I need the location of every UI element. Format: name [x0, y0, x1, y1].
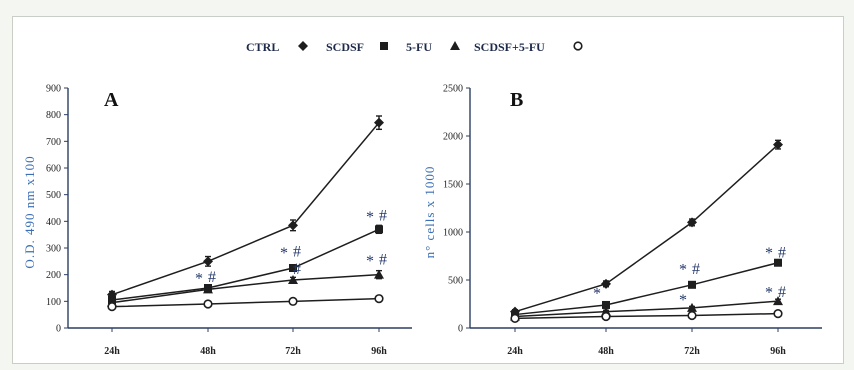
significance-mark: * — [593, 285, 601, 302]
y-axis-label: n° cells x 1000 — [422, 166, 437, 259]
data-point-scdsf-5-fu — [601, 311, 611, 322]
x-tick-label: 24h — [507, 346, 523, 357]
x-tick-label: 48h — [598, 346, 614, 357]
legend-marker-square-icon — [380, 42, 388, 50]
significance-mark: # — [208, 269, 216, 286]
y-tick-label: 0 — [458, 324, 463, 335]
significance-mark: # — [293, 261, 301, 278]
data-point-scdsf-5-fu — [773, 309, 783, 319]
y-tick-label: 700 — [46, 137, 61, 148]
data-point-scdsf — [602, 300, 610, 309]
y-tick-label: 2000 — [443, 132, 463, 143]
data-point-ctrl — [288, 220, 298, 231]
data-point-scdsf-5-fu — [510, 313, 520, 324]
significance-mark: * — [679, 261, 687, 278]
y-tick-label: 900 — [46, 84, 61, 95]
data-point-scdsf — [688, 280, 696, 289]
series-line-scdsf-5-fu — [111, 297, 380, 308]
significance-mark: * — [765, 285, 773, 302]
significance-mark: * — [195, 270, 203, 287]
y-tick-label: 800 — [46, 110, 61, 121]
series-line-ctrl — [514, 144, 779, 313]
significance-mark: * — [765, 245, 773, 262]
data-point-scdsf-5-fu — [374, 294, 384, 304]
data-point-scdsf-5-fu — [687, 310, 697, 321]
y-tick-label: 200 — [46, 270, 61, 281]
significance-mark: * — [280, 245, 288, 262]
significance-mark: # — [692, 261, 700, 278]
x-tick-label: 48h — [200, 346, 216, 357]
significance-mark: # — [293, 244, 301, 261]
significance-mark: # — [379, 252, 387, 269]
y-tick-label: 400 — [46, 217, 61, 228]
data-point-ctrl — [773, 139, 783, 150]
panel-a: 0 100 200 300 400 500 600 700 800 900 24h 48h 72h 96h… — [22, 84, 412, 357]
legend-label-scdsf: SCDSF — [326, 40, 364, 54]
y-tick-label: 500 — [46, 190, 61, 201]
y-tick-label: 300 — [46, 244, 61, 255]
data-point-5-fu — [687, 302, 697, 312]
data-point-5-fu — [374, 269, 384, 279]
panel-b: 0 500 1000 1500 2000 2500 24h 48h 72h 96h n° cells… — [422, 84, 822, 357]
legend-marker-triangle-icon — [450, 41, 460, 50]
significance-mark: * — [366, 209, 374, 226]
data-point-ctrl — [374, 117, 384, 128]
data-point-ctrl — [601, 278, 611, 289]
data-point-scdsf-5-fu — [107, 302, 117, 312]
y-tick-label: 2500 — [443, 84, 463, 95]
data-point-scdsf — [375, 225, 383, 234]
data-point-scdsf — [774, 258, 782, 267]
series-line-scdsf-5-fu — [514, 312, 779, 320]
series-line-5-fu — [111, 273, 380, 304]
x-tick-label: 24h — [104, 346, 120, 357]
significance-mark: # — [778, 245, 786, 262]
y-tick-label: 1500 — [443, 180, 463, 191]
x-tick-label: 72h — [684, 346, 700, 357]
significance-mark: * — [679, 292, 687, 309]
legend-marker-circle-icon — [573, 41, 583, 51]
y-axis-label: O.D. 490 nm x100 — [22, 155, 37, 268]
y-tick-label: 500 — [448, 276, 463, 287]
data-point-5-fu — [773, 296, 783, 306]
series-line-scdsf — [111, 228, 380, 301]
data-point-5-fu — [288, 275, 298, 284]
panel-label: B — [510, 89, 523, 111]
x-tick-label: 96h — [371, 346, 387, 357]
legend-label-ctrl: CTRL — [246, 40, 279, 54]
significance-mark: * — [366, 253, 374, 270]
data-point-5-fu — [203, 284, 213, 294]
data-point-ctrl — [687, 217, 697, 228]
series-line-ctrl — [111, 122, 380, 296]
x-tick-label: 96h — [770, 346, 786, 357]
series-line-5-fu — [514, 300, 779, 318]
data-point-ctrl — [203, 256, 213, 267]
data-point-scdsf-5-fu — [203, 299, 213, 309]
significance-mark: # — [778, 284, 786, 301]
y-tick-label: 1000 — [443, 228, 463, 239]
legend-label-5-fu: 5-FU — [406, 40, 432, 54]
significance-mark: # — [379, 208, 387, 225]
legend-marker-diamond-icon — [298, 41, 308, 51]
x-tick-label: 72h — [285, 346, 301, 357]
series-line-scdsf — [514, 261, 779, 316]
data-point-scdsf-5-fu — [288, 296, 298, 306]
y-tick-label: 0 — [56, 324, 61, 335]
data-point-scdsf — [289, 264, 297, 272]
y-tick-label: 100 — [46, 297, 61, 308]
panel-label: A — [104, 89, 119, 111]
legend: CTRL SCDSF 5-FU SCDSF+5-FU — [246, 40, 583, 54]
y-tick-label: 600 — [46, 164, 61, 175]
legend-label-scdsf-5-fu: SCDSF+5-FU — [474, 40, 545, 54]
